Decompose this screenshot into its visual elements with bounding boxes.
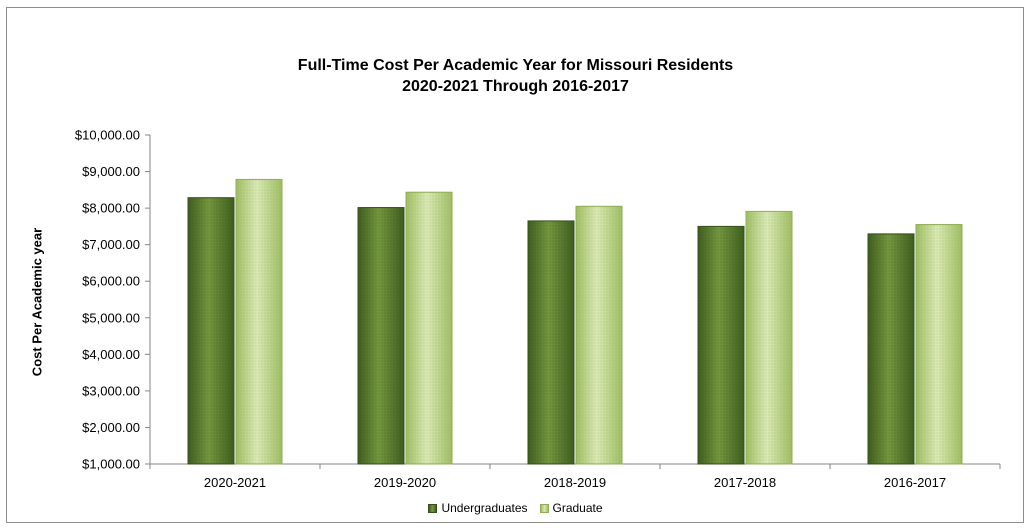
- bar-texture-graduate-2017-2018: [746, 211, 792, 464]
- y-tick-label: $7,000.00: [82, 237, 140, 252]
- bar-texture-undergraduates-2016-2017: [868, 233, 914, 464]
- chart-title-line-1: Full-Time Cost Per Academic Year for Mis…: [297, 57, 734, 74]
- y-tick-label: $9,000.00: [82, 164, 140, 179]
- bar-texture-graduate-2019-2020: [406, 192, 452, 464]
- x-tick-label: 2017-2018: [714, 475, 776, 490]
- x-tick-label: 2016-2017: [884, 475, 946, 490]
- bar-texture-graduate-2018-2019: [576, 206, 622, 465]
- legend-swatch-graduate: [539, 503, 549, 513]
- y-tick-label: $10,000.00: [75, 128, 140, 143]
- legend-label-graduate: Graduate: [552, 501, 603, 515]
- x-tick-label: 2019-2020: [374, 475, 436, 490]
- bar-texture-undergraduates-2018-2019: [528, 220, 574, 464]
- y-tick-label: $2,000.00: [82, 420, 140, 435]
- legend-item-undergraduates: Undergraduates: [428, 501, 528, 515]
- bar-texture-undergraduates-2020-2021: [188, 197, 234, 464]
- chart-title-line-2: 2020-2021 Through 2016-2017: [402, 78, 629, 95]
- y-tick-label: $5,000.00: [82, 310, 140, 325]
- bar-texture-undergraduates-2017-2018: [698, 226, 744, 464]
- axes-layer: [145, 134, 1001, 469]
- chart-title: Full-Time Cost Per Academic Year for Mis…: [0, 55, 1031, 97]
- ticks-layer: $1,000.00 $2,000.00 $3,000.00 $4,000.00 $5,0…: [75, 128, 946, 491]
- y-tick-label: $3,000.00: [82, 383, 140, 398]
- legend-item-graduate: Graduate: [539, 501, 603, 515]
- chart-frame: [6, 7, 1024, 523]
- y-tick-label: $4,000.00: [82, 347, 140, 362]
- bar-texture-graduate-2020-2021: [236, 179, 282, 465]
- y-tick-label: $1,000.00: [82, 457, 140, 472]
- bar-texture-graduate-2016-2017: [916, 224, 962, 464]
- legend-swatch-undergraduates: [428, 503, 438, 513]
- y-tick-label: $6,000.00: [82, 274, 140, 289]
- y-tick-label: $8,000.00: [82, 201, 140, 216]
- bars-layer: [187, 178, 963, 465]
- legend-label-undergraduates: Undergraduates: [441, 501, 528, 515]
- bar-texture-undergraduates-2019-2020: [358, 207, 404, 464]
- legend: Undergraduates Graduate: [0, 501, 1031, 515]
- x-tick-label: 2020-2021: [204, 475, 266, 490]
- x-tick-label: 2018-2019: [544, 475, 606, 490]
